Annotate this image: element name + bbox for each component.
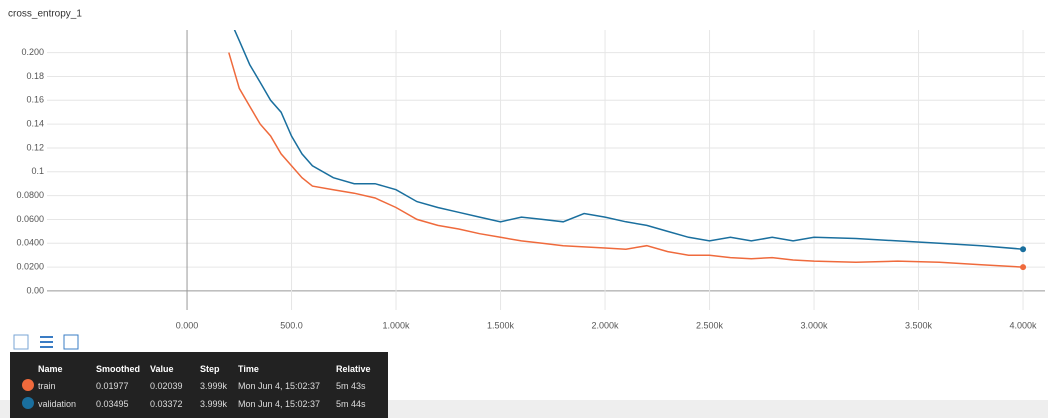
cell: 3.999k <box>200 399 228 409</box>
cell: 3.999k <box>200 381 228 391</box>
series-line <box>228 52 1024 268</box>
y-tick-label: 0.1 <box>31 166 44 176</box>
x-tick-label: 3.000k <box>801 320 829 330</box>
y-tick-label: 0.200 <box>21 47 44 57</box>
end-point <box>1020 264 1027 271</box>
y-tick-label: 0.00 <box>26 285 44 295</box>
y-tick-label: 0.18 <box>26 71 44 81</box>
chart-title: cross_entropy_1 <box>8 9 82 20</box>
cell: Mon Jun 4, 15:02:37 <box>238 399 321 409</box>
x-tick-label: 0.000 <box>176 320 199 330</box>
column-header: Name <box>38 364 63 374</box>
x-tick-label: 1.500k <box>487 320 515 330</box>
column-header: Value <box>150 364 174 374</box>
cell: 0.03372 <box>150 399 183 409</box>
series-swatch <box>22 379 34 391</box>
x-tick-label: 2.500k <box>696 320 724 330</box>
y-tick-label: 0.0400 <box>16 238 44 248</box>
y-tick-label: 0.16 <box>26 95 44 105</box>
expand-button[interactable] <box>63 334 79 350</box>
y-tick-label: 0.14 <box>26 119 44 129</box>
cell: 5m 44s <box>336 399 366 409</box>
cell: 0.01977 <box>96 381 129 391</box>
cell: 0.02039 <box>150 381 183 391</box>
chart: cross_entropy_1 0.00 0.0200 0.0400 0.0600 0.… <box>8 9 1045 350</box>
x-tick-label: 500.0 <box>280 320 303 330</box>
cell: Mon Jun 4, 15:02:37 <box>238 381 321 391</box>
plot-area <box>47 30 1045 310</box>
x-tick-label: 1.000k <box>383 320 411 330</box>
x-tick-label: 2.000k <box>592 320 620 330</box>
tooltip: Name Smoothed Value Step Time Relative train 0.… <box>10 352 388 418</box>
y-tick-label: 0.0200 <box>16 261 44 271</box>
column-header: Relative <box>336 364 371 374</box>
cell: 5m 43s <box>336 381 366 391</box>
lines <box>228 30 1027 271</box>
series-name: train <box>38 381 56 391</box>
column-header: Step <box>200 364 220 374</box>
fit-button[interactable] <box>13 334 29 350</box>
series-line <box>233 30 1024 250</box>
cell: 0.03495 <box>96 399 129 409</box>
y-tick-label: 0.12 <box>26 142 44 152</box>
x-tick-label: 3.500k <box>905 320 933 330</box>
column-header: Time <box>238 364 259 374</box>
end-point <box>1020 246 1027 253</box>
y-tick-label: 0.0800 <box>16 190 44 200</box>
toolbar[interactable] <box>13 334 79 350</box>
y-tick-label: 0.0600 <box>16 214 44 224</box>
x-tick-label: 4.000k <box>1010 320 1038 330</box>
column-header: Smoothed <box>96 364 140 374</box>
series-name: validation <box>38 399 77 409</box>
log-button[interactable] <box>40 336 53 348</box>
series-swatch <box>22 397 34 409</box>
